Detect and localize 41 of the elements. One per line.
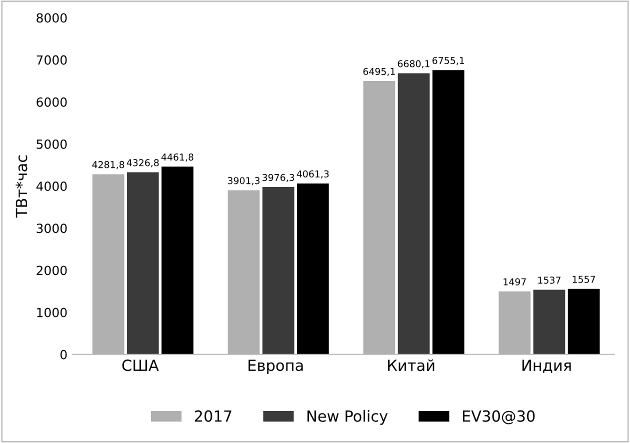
y-tick-label: 0 [60,350,67,360]
bar [498,291,531,354]
data-label: 4061,3 [296,170,329,178]
data-label: 6495,1 [363,68,395,76]
bar [162,166,194,354]
x-tick-label: Индия [522,360,571,373]
x-tick-label: США [122,360,159,372]
data-label: 4461,8 [161,153,194,162]
y-axis-title: ТВт*час [16,155,28,218]
bar [262,187,294,354]
x-tick-label: Китай [388,359,434,372]
bar [432,70,464,354]
y-tick-label: 4000 [36,182,67,191]
bar [92,174,124,354]
y-tick-label: 7000 [36,55,67,65]
bar [126,172,159,354]
data-label: 1537 [538,276,560,284]
y-tick-label: 1000 [37,308,67,318]
data-label: 3976,3 [262,174,294,182]
x-tick-label: Европа [248,360,303,374]
y-tick-label: 2000 [36,266,67,276]
y-tick-label: 3000 [36,224,67,234]
data-label: 4281,8 [92,161,124,170]
data-label: 6755,1 [432,56,464,66]
bar [533,290,566,354]
y-tick-label: 6000 [36,97,67,107]
legend-label: 2017 [194,410,232,422]
data-label: 1497 [504,278,526,286]
bar [363,81,396,354]
data-label: 1557 [572,276,596,283]
bar [568,288,600,354]
bar [296,183,329,354]
bar [398,73,430,354]
y-tick-label: 8000 [36,13,67,23]
legend-label: New Policy [307,410,388,425]
data-label: 6680,1 [398,60,430,68]
legend-label: EV30@30 [462,410,535,424]
y-tick-label: 5000 [36,139,67,149]
data-label: 4326,8 [126,159,159,168]
data-label: 3901,3 [228,177,260,186]
bar [228,190,260,354]
